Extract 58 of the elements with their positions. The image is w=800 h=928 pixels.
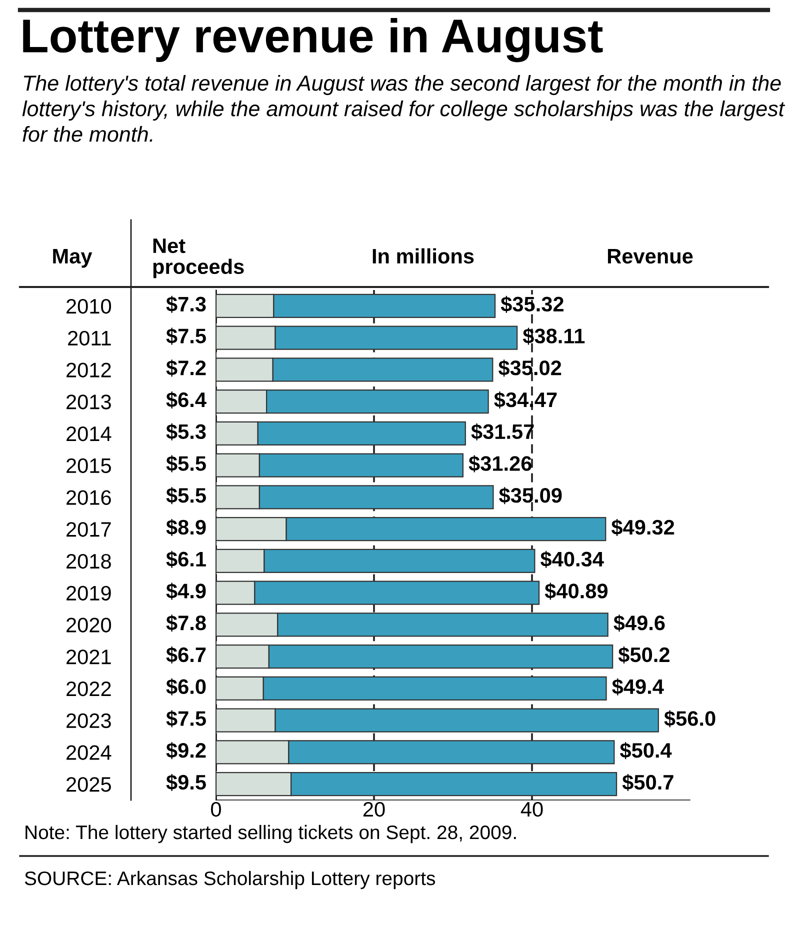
y-tick-label: 2012	[66, 362, 111, 378]
data-label: $7.8	[166, 614, 206, 632]
total-label: $31.26	[468, 455, 532, 472]
y-tick-label: 2011	[68, 330, 111, 346]
chart-title: Lottery revenue in August	[23, 18, 603, 62]
total-label: $35.09	[499, 487, 562, 504]
data-label: $7.2	[166, 360, 206, 377]
data-label: $7.5	[166, 710, 206, 728]
data-label: $8.9	[166, 518, 206, 536]
y-tick-label: 2022	[66, 681, 111, 696]
data-label: $6.0	[166, 678, 206, 696]
y-tick-label: 2015	[66, 458, 111, 474]
text: May	[53, 249, 92, 268]
data-label: $4.9	[166, 582, 206, 600]
data-label: $7.5	[166, 328, 206, 345]
y-tick-label: 2017	[66, 522, 111, 537]
source-note: SOURCE: Arkansas Scholarship Lottery reports	[24, 870, 436, 890]
total-label: $56.0	[664, 710, 716, 728]
data-label: $5.3	[166, 423, 206, 440]
y-tick-label: 2016	[66, 490, 111, 505]
total-label: $38.11	[522, 328, 585, 345]
total-label: $40.34	[540, 550, 604, 568]
y-tick-label: 2023	[66, 713, 111, 728]
data-label: $6.7	[166, 646, 206, 664]
total-label: $34.47	[494, 391, 557, 408]
y-tick-label: 2014	[66, 426, 112, 442]
y-tick-label: 2024	[66, 745, 112, 760]
total-label: $40.89	[544, 582, 608, 600]
data-label: $9.5	[166, 774, 206, 791]
total-label: $49.4	[612, 678, 664, 696]
text: Note: The lottery started selling tickets on Sept. 28, 2009.	[26, 824, 516, 844]
x-tick-label: 40	[520, 802, 543, 817]
data-label: $5.5	[166, 455, 206, 472]
y-tick-label: 2013	[66, 394, 111, 410]
text: In millions	[372, 248, 474, 264]
total-label: $50.7	[622, 774, 674, 791]
chart-subtitle: The lottery's total revenue in August was the second largest for the month in the lottery's history, while the amount raised for college scholarships was the largest for the month.	[22, 75, 786, 142]
data-label: $6.4	[166, 391, 206, 408]
total-label: $31.57	[471, 423, 534, 440]
text: Revenue	[608, 249, 693, 264]
data-label: $6.1	[166, 550, 206, 568]
total-label: $49.32	[611, 518, 674, 536]
text: Net proceeds	[153, 238, 244, 278]
data-label: $7.3	[166, 296, 206, 313]
y-tick-label: 2020	[66, 618, 112, 632]
total-label: $49.6	[614, 614, 665, 632]
y-tick-label: 2021	[66, 650, 111, 664]
y-tick-label: 2010	[66, 298, 112, 314]
y-tick-label: 2019	[66, 586, 111, 601]
data-label: $9.2	[166, 742, 206, 760]
x-tick-label: 0	[211, 802, 221, 817]
data-label: $5.5	[166, 487, 206, 504]
y-tick-label: 2018	[66, 554, 111, 569]
y-tick-label: 2025	[66, 777, 111, 792]
x-tick-label: 20	[363, 802, 385, 817]
total-label: $50.2	[618, 646, 670, 664]
total-label: $35.02	[498, 360, 562, 377]
total-label: $50.4	[620, 742, 672, 760]
